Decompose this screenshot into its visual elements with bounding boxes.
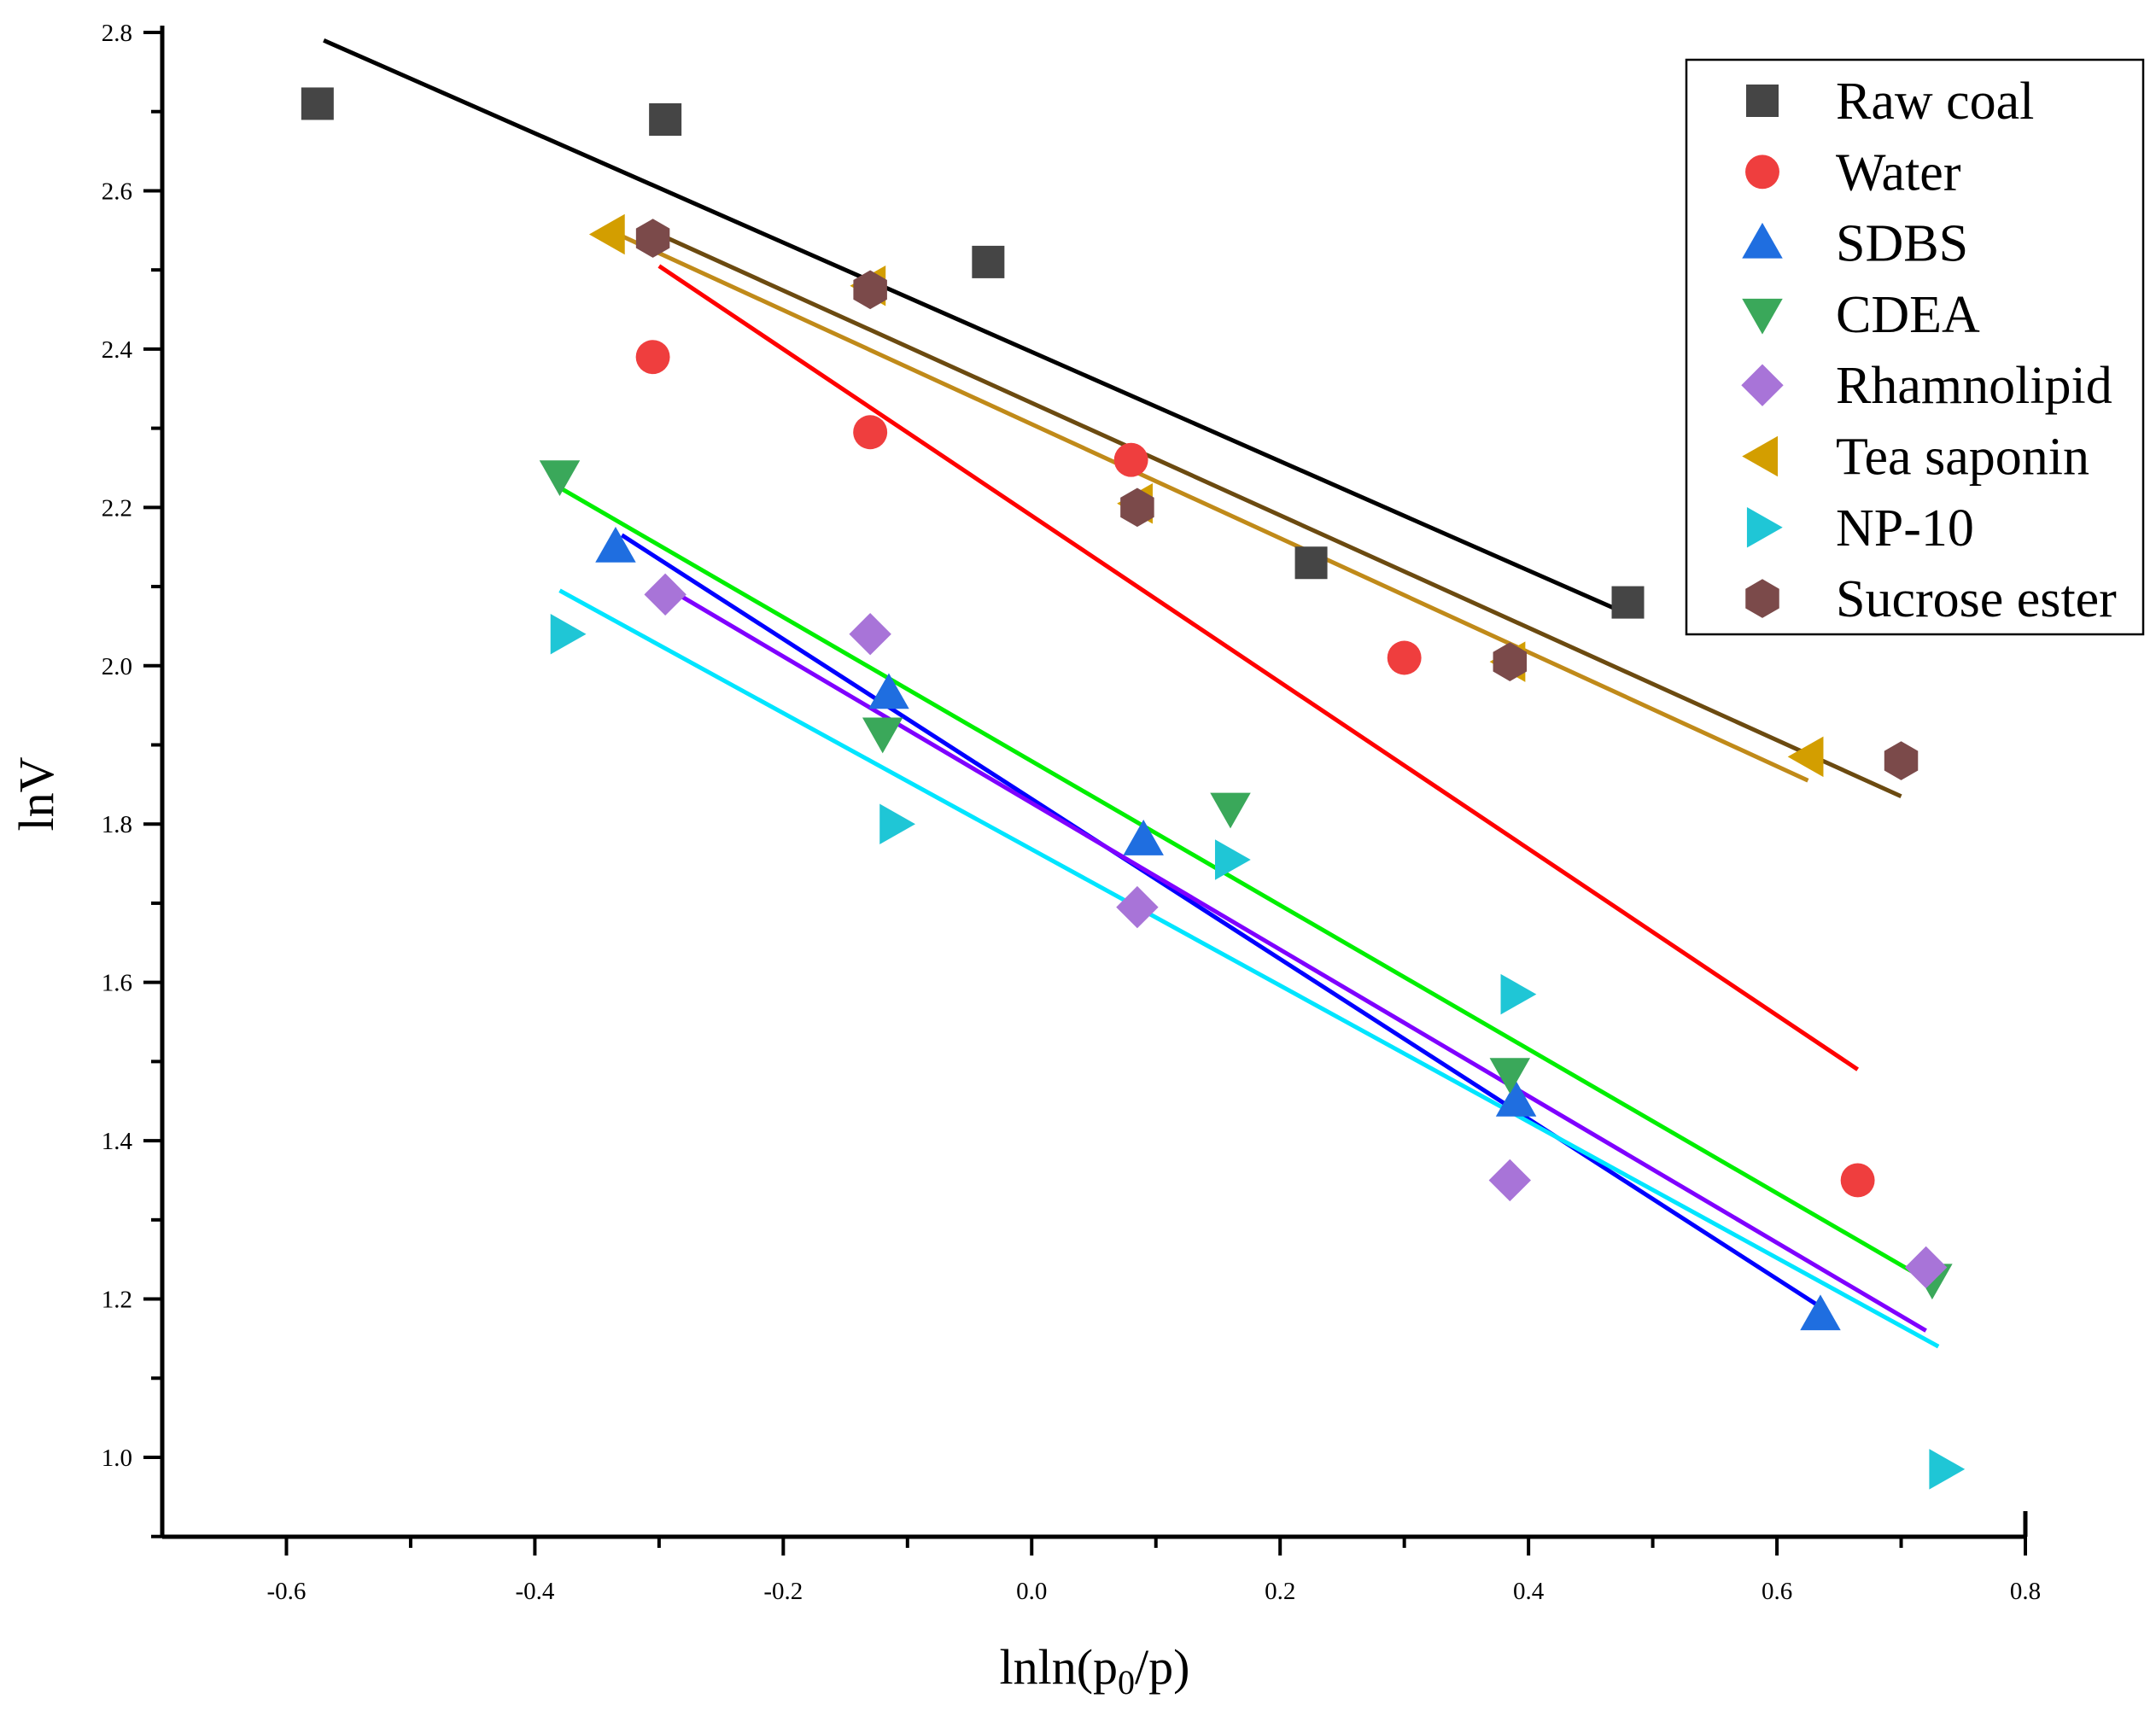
axes xyxy=(160,26,2028,1539)
point-cdea xyxy=(1210,792,1251,829)
y-tick-label: 2.8 xyxy=(102,20,132,47)
point-sucrose-ester xyxy=(635,219,670,258)
point-water xyxy=(853,415,888,450)
point-sucrose-ester xyxy=(1884,741,1919,780)
y-tick-label: 2.0 xyxy=(102,653,132,680)
point-raw-coal xyxy=(1294,546,1328,580)
fit-line-sucrose-ester xyxy=(657,232,1902,799)
point-rhamnolipid xyxy=(1488,1159,1532,1202)
y-tick-label: 1.6 xyxy=(102,970,132,997)
fit-line-water xyxy=(657,264,1860,1071)
point-sdbs xyxy=(1123,820,1164,855)
fit-line-raw-coal xyxy=(323,38,1629,616)
data-points xyxy=(301,87,1966,1490)
y-tick-label: 1.8 xyxy=(102,811,132,838)
legend-marker-rhamnolipid xyxy=(1741,364,1784,406)
fit-line-np-10 xyxy=(558,588,1940,1349)
fit-line-sdbs xyxy=(620,533,1822,1309)
point-np-10 xyxy=(879,803,916,844)
point-np-10 xyxy=(1214,839,1251,880)
y-tick-label: 2.2 xyxy=(102,494,132,522)
legend-marker-sdbs xyxy=(1742,222,1783,259)
point-raw-coal xyxy=(649,102,682,136)
point-water xyxy=(1387,640,1422,675)
x-tick-label: 0.2 xyxy=(1265,1578,1295,1605)
x-tick-label: 0.8 xyxy=(2010,1578,2041,1605)
point-cdea xyxy=(1489,1058,1531,1094)
x-axis-title-end: /p) xyxy=(1135,1639,1189,1695)
point-tea-saponin xyxy=(588,213,625,255)
x-tick-label: 0.0 xyxy=(1016,1578,1047,1605)
point-np-10 xyxy=(550,613,587,655)
point-cdea xyxy=(862,717,903,754)
legend-label-np-10: NP-10 xyxy=(1836,499,1974,557)
legend: Raw coal Water SDBS CDEA Rhamnolipid Tea sapo… xyxy=(1685,58,2145,636)
x-tick-label: -0.4 xyxy=(515,1578,554,1605)
legend-label-sdbs: SDBS xyxy=(1836,215,1968,273)
point-sucrose-ester xyxy=(1120,487,1154,528)
point-sucrose-ester xyxy=(1493,642,1528,681)
fit-line-tea-saponin xyxy=(608,228,1809,783)
y-tick-label: 1.2 xyxy=(102,1287,132,1314)
point-raw-coal xyxy=(301,87,334,120)
y-tick-label: 2.6 xyxy=(102,178,132,205)
x-tick-label: 0.6 xyxy=(1762,1578,1792,1605)
legend-label-sucrose-ester: Sucrose ester xyxy=(1836,570,2117,628)
point-sucrose-ester xyxy=(853,270,887,310)
y-axis-title: lnV xyxy=(9,756,64,831)
point-rhamnolipid xyxy=(1116,885,1159,929)
x-axis-title-main: lnln(p xyxy=(1000,1639,1119,1695)
point-rhamnolipid xyxy=(644,573,687,616)
x-axis-title-subscript: 0 xyxy=(1118,1663,1135,1702)
legend-marker-np-10 xyxy=(1746,507,1783,548)
point-water xyxy=(635,340,670,375)
fit-line-cdea xyxy=(558,485,1934,1286)
x-axis-title: lnln(p0/p) xyxy=(1000,1639,1190,1702)
point-np-10 xyxy=(1929,1449,1966,1490)
legend-marker-raw-coal xyxy=(1746,85,1779,117)
point-raw-coal xyxy=(972,245,1005,278)
legend-marker-tea-saponin xyxy=(1742,435,1779,477)
point-sdbs xyxy=(1800,1294,1841,1331)
y-tick-label: 1.4 xyxy=(102,1128,133,1155)
fit-lines xyxy=(323,38,1940,1349)
legend-label-cdea: CDEA xyxy=(1836,286,1980,344)
point-tea-saponin xyxy=(1787,736,1824,778)
point-sdbs xyxy=(1495,1081,1537,1117)
legend-label-rhamnolipid: Rhamnolipid xyxy=(1836,357,2112,415)
point-rhamnolipid xyxy=(1904,1246,1948,1289)
point-water xyxy=(1840,1163,1875,1198)
point-rhamnolipid xyxy=(849,612,891,656)
y-tick-label: 2.4 xyxy=(102,336,133,364)
point-raw-coal xyxy=(1611,586,1645,619)
point-sdbs xyxy=(868,673,909,709)
fit-line-rhamnolipid xyxy=(670,588,1927,1333)
point-water xyxy=(1113,442,1148,477)
legend-label-tea-saponin: Tea saponin xyxy=(1836,429,2089,487)
legend-marker-cdea xyxy=(1742,298,1783,335)
tick-layer: -0.6 -0.4 -0.2 0.0 0.2 0.4 0.6 0.8 1.0 1.2 1.4 1.6 1… xyxy=(102,20,2041,1605)
y-tick-label: 1.0 xyxy=(102,1445,132,1472)
x-tick-label: -0.6 xyxy=(267,1578,307,1605)
legend-marker-sucrose-ester xyxy=(1745,579,1779,618)
legend-label-raw-coal: Raw coal xyxy=(1836,73,2034,131)
legend-marker-water xyxy=(1745,155,1779,190)
point-sdbs xyxy=(595,526,636,563)
point-cdea xyxy=(539,460,581,496)
x-tick-label: -0.2 xyxy=(763,1578,803,1605)
x-tick-label: 0.4 xyxy=(1513,1578,1545,1605)
legend-label-water: Water xyxy=(1836,143,1961,201)
point-np-10 xyxy=(1500,973,1537,1015)
